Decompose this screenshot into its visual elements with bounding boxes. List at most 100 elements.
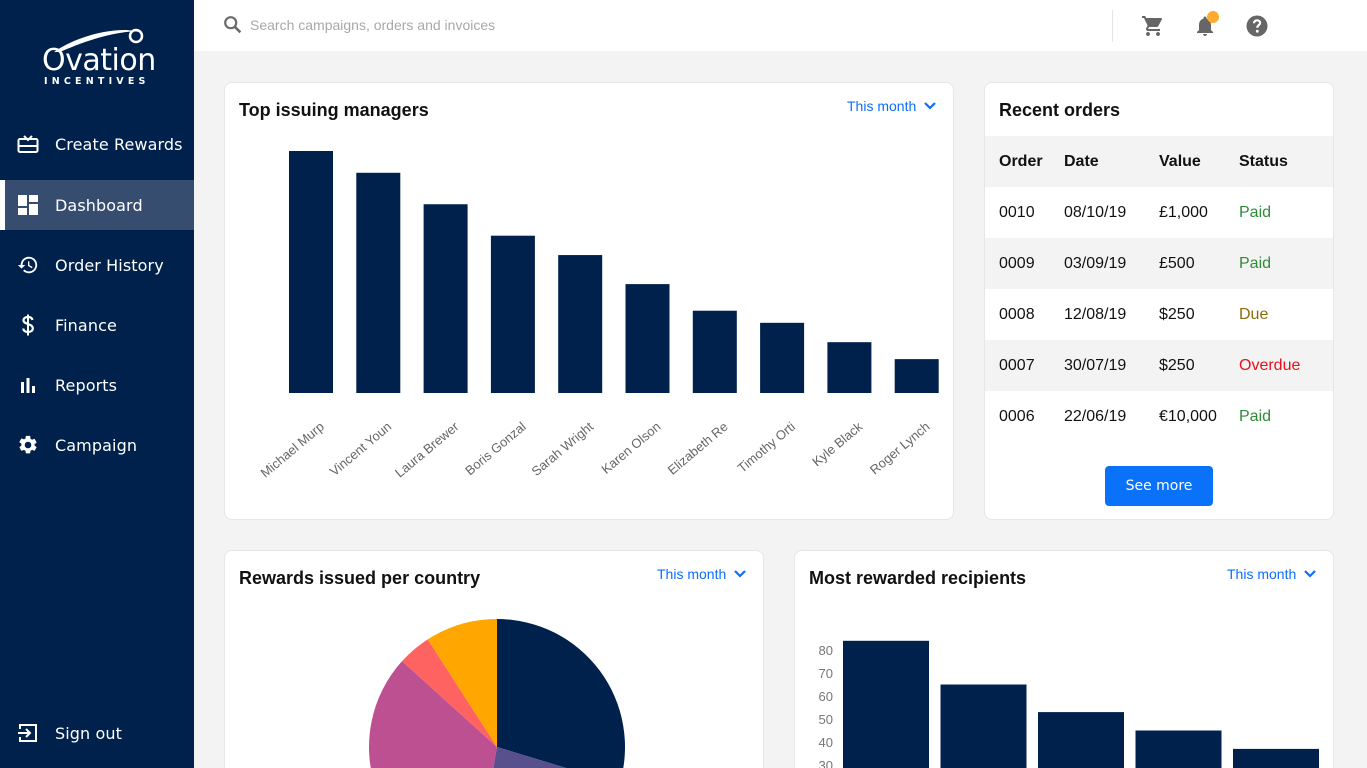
table-row[interactable]: 0007 30/07/19 $250 Overdue: [985, 340, 1333, 391]
x-tick-label: Michael Murp: [258, 419, 327, 481]
most-rewarded-chart: 30 40 50 60 70 80: [819, 640, 1319, 768]
cell-value: £1,000: [1159, 203, 1208, 221]
bar-3[interactable]: [1038, 712, 1124, 768]
top-managers-card: Top issuing managers This month Michael …: [224, 82, 954, 520]
cell-status: Due: [1239, 305, 1269, 323]
dashboard-icon: [17, 194, 39, 216]
chevron-down-icon: [924, 102, 937, 110]
sidebar-item-order-history[interactable]: Order History: [0, 240, 194, 290]
bar-10[interactable]: [894, 359, 939, 393]
top-bar: [194, 0, 1367, 51]
pie-slice-4[interactable]: [402, 639, 497, 747]
x-tick-label: Karen Olson: [598, 419, 663, 477]
period-dropdown[interactable]: This month: [1227, 566, 1317, 582]
y-tick-label: 60: [819, 689, 833, 704]
sign-out-icon: [17, 722, 39, 744]
recent-orders-card: Recent orders Order Date Value Status 00…: [984, 82, 1334, 520]
bar-4[interactable]: [1135, 730, 1222, 768]
gift-card-icon: [17, 133, 39, 155]
x-tick-label: Timothy Orti: [735, 419, 799, 476]
ovation-logo[interactable]: Ovation INCENTIVES: [40, 28, 156, 88]
cell-status: Overdue: [1239, 340, 1333, 391]
most-rewarded-card: Most rewarded recipients This month 30 40…: [794, 550, 1334, 768]
notification-badge: [1207, 11, 1219, 23]
topbar-divider: [1112, 10, 1113, 42]
bar-5[interactable]: [1233, 748, 1319, 768]
see-more-button[interactable]: See more: [1105, 466, 1213, 506]
cell-order: 0007: [985, 340, 1064, 391]
bar-4[interactable]: [490, 235, 535, 393]
bar-1[interactable]: [843, 640, 929, 768]
column-header-status: Status: [1239, 136, 1333, 187]
table-row[interactable]: 0010 08/10/19 £1,000 Paid: [985, 187, 1333, 238]
sidebar-item-label: Reports: [55, 375, 118, 395]
period-label: This month: [657, 566, 727, 582]
card-title: Rewards issued per country: [239, 568, 481, 588]
orders-table: Order Date Value Status 0010 08/10/19 £1,0…: [985, 136, 1333, 442]
sidebar-item-dashboard[interactable]: Dashboard: [0, 180, 194, 230]
search-input[interactable]: [250, 12, 750, 38]
dollar-icon: [17, 314, 39, 336]
sidebar-item-campaign[interactable]: Campaign: [0, 420, 194, 470]
sidebar-item-label: Dashboard: [55, 195, 143, 215]
period-dropdown[interactable]: This month: [657, 566, 747, 582]
card-title: Top issuing managers: [239, 100, 429, 120]
table-row[interactable]: 0009 03/09/19 £500 Paid: [985, 238, 1333, 289]
sidebar-item-reports[interactable]: Reports: [0, 360, 194, 410]
cell-order: 0010: [999, 203, 1035, 221]
cell-status: Paid: [1239, 238, 1333, 289]
bar-2[interactable]: [940, 684, 1027, 768]
y-tick-label: 30: [819, 758, 833, 768]
sign-out-label: Sign out: [55, 723, 122, 743]
cell-value: £500: [1159, 238, 1239, 289]
y-tick-label: 40: [819, 735, 833, 750]
cell-value: $250: [1159, 305, 1195, 323]
table-row[interactable]: 0006 22/06/19 €10,000 Paid: [985, 391, 1333, 442]
pie-slice-5[interactable]: [427, 619, 497, 747]
x-tick-label: Kyle Black: [809, 418, 866, 469]
rewards-pie-chart: [368, 619, 625, 768]
rewards-per-country-card: Rewards issued per country This month: [224, 550, 764, 768]
column-header-value: Value: [1159, 136, 1239, 187]
cart-icon[interactable]: [1141, 14, 1165, 38]
cell-value: €10,000: [1159, 407, 1217, 425]
cell-order: 0009: [985, 238, 1064, 289]
bar-9[interactable]: [827, 342, 872, 393]
cell-date: 12/08/19: [1064, 305, 1127, 323]
cell-date: 22/06/19: [1064, 407, 1127, 425]
x-tick-label: Roger Lynch: [867, 419, 933, 478]
cell-status: Paid: [1239, 203, 1272, 221]
sidebar-item-create-rewards[interactable]: Create Rewards: [0, 119, 194, 169]
bar-2[interactable]: [356, 172, 401, 393]
bar-3[interactable]: [423, 204, 468, 393]
sidebar-item-label: Finance: [55, 315, 117, 335]
table-row[interactable]: 0008 12/08/19 $250 Due: [985, 289, 1333, 340]
sidebar-item-finance[interactable]: Finance: [0, 300, 194, 350]
bar-5[interactable]: [558, 255, 603, 393]
cell-date: 08/10/19: [1064, 203, 1127, 221]
y-tick-label: 70: [819, 666, 833, 681]
y-tick-label: 50: [819, 712, 833, 727]
y-tick-label: 80: [819, 643, 833, 658]
x-tick-label: Sarah Wright: [529, 419, 597, 479]
pie-slice-2[interactable]: [475, 747, 620, 768]
bar-1[interactable]: [289, 151, 333, 393]
chevron-down-icon: [1304, 570, 1317, 578]
bell-icon[interactable]: [1193, 11, 1219, 38]
logo-swoosh-icon: [54, 28, 144, 52]
bar-7[interactable]: [692, 310, 737, 393]
pie-slice-1[interactable]: [497, 619, 625, 768]
bar-chart-icon: [17, 374, 39, 396]
period-dropdown[interactable]: This month: [847, 98, 937, 114]
period-label: This month: [847, 98, 917, 114]
card-title: Recent orders: [999, 100, 1121, 120]
sign-out-button[interactable]: Sign out: [0, 708, 194, 758]
help-icon[interactable]: [1245, 14, 1269, 38]
bar-8[interactable]: [760, 322, 805, 393]
sidebar-item-label: Create Rewards: [55, 134, 183, 154]
sidebar-item-label: Order History: [55, 255, 164, 275]
pie-slice-3[interactable]: [368, 661, 497, 768]
search-icon: [222, 14, 244, 41]
bar-6[interactable]: [625, 284, 670, 393]
